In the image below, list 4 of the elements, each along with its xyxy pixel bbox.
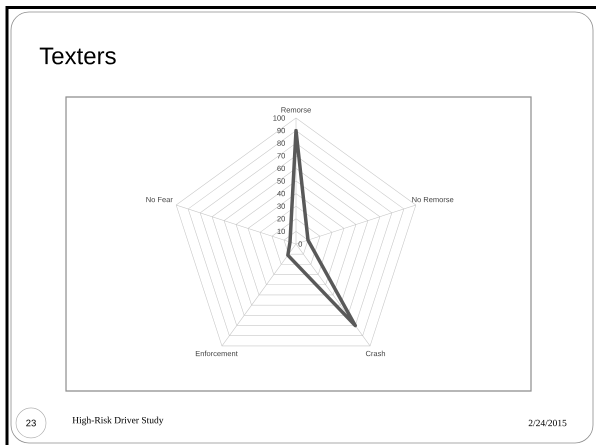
- text: High-Risk Driver Study: [72, 416, 164, 426]
- text: 2/24/2015: [528, 420, 566, 426]
- chart-title: Texters: [40, 48, 116, 64]
- text: 23: [26, 420, 36, 426]
